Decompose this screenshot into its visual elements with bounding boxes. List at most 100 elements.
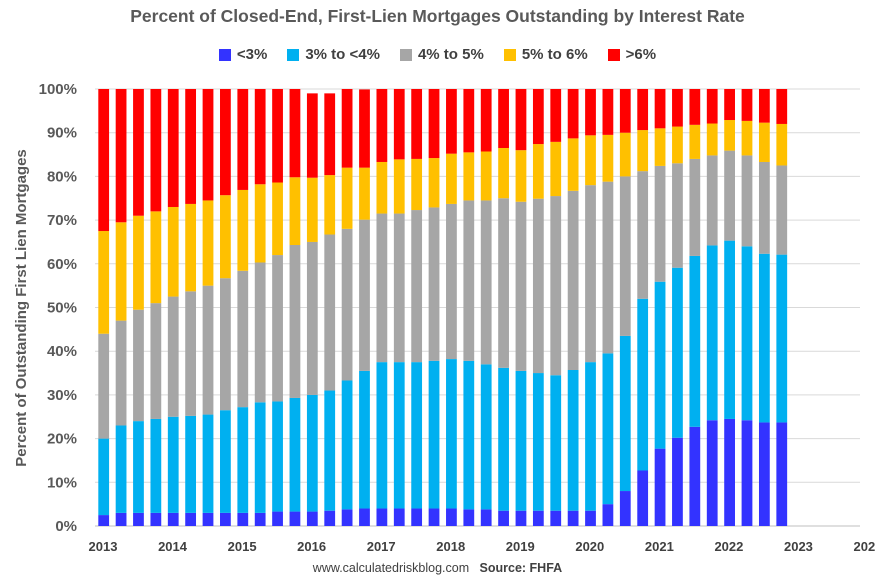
- bar-segment-1: [654, 281, 666, 449]
- bar-segment-2: [341, 228, 353, 381]
- bar-segment-3: [776, 123, 788, 166]
- bar-segment-3: [115, 222, 127, 321]
- bar-segment-0: [411, 508, 423, 526]
- bar-segment-3: [133, 215, 144, 310]
- bar-segment-2: [306, 241, 318, 395]
- bar-segment-2: [654, 165, 666, 282]
- bar-segment-2: [254, 262, 266, 403]
- bar-segment-2: [324, 234, 336, 391]
- bar-segment-2: [359, 219, 370, 371]
- bar-segment-3: [98, 231, 110, 334]
- bar-segment-1: [254, 402, 266, 513]
- bar-segment-3: [237, 189, 249, 271]
- legend-swatch: [218, 48, 231, 61]
- bar-segment-3: [202, 200, 214, 286]
- bar-segment-4: [654, 89, 666, 129]
- bar-segment-0: [619, 491, 631, 526]
- bar-segment-0: [585, 510, 596, 526]
- bar-segment-4: [393, 89, 405, 160]
- bar-segment-1: [585, 362, 596, 511]
- bar-segment-3: [672, 126, 683, 164]
- bar-segment-2: [585, 185, 596, 363]
- bar-segment-4: [724, 89, 735, 121]
- bar-segment-2: [428, 207, 440, 361]
- bar-segment-2: [376, 213, 388, 363]
- legend-item-1: 3% to <4%: [287, 46, 380, 63]
- bar-segment-4: [758, 89, 770, 123]
- bar-segment-2: [446, 203, 457, 360]
- bar-segment-2: [480, 200, 492, 365]
- y-tick-label: 30%: [47, 387, 77, 404]
- bar-segment-0: [306, 511, 318, 526]
- bar-segment-4: [150, 89, 162, 212]
- y-tick-label: 10%: [47, 474, 77, 491]
- bar-segment-2: [637, 171, 649, 299]
- bar-segment-0: [272, 511, 283, 526]
- bar-segment-2: [550, 196, 562, 376]
- bar-segment-0: [98, 515, 110, 526]
- bar-segment-4: [272, 89, 283, 183]
- bar-segment-0: [602, 504, 614, 526]
- legend-swatch: [287, 48, 300, 61]
- bar-segment-2: [463, 200, 475, 361]
- bar-segment-1: [167, 416, 179, 513]
- footer: www.calculatedriskblog.com Source: FHFA: [0, 561, 875, 575]
- bar-segment-1: [637, 298, 649, 471]
- bar-segment-0: [376, 508, 388, 526]
- bar-segment-1: [706, 245, 718, 421]
- bar-segment-1: [672, 267, 683, 438]
- bar-segment-0: [428, 508, 440, 526]
- bar-segment-0: [689, 426, 701, 526]
- bar-segment-0: [741, 420, 753, 526]
- bar-segment-0: [150, 512, 162, 526]
- legend-item-4: >6%: [607, 46, 657, 63]
- bar-segment-2: [532, 198, 544, 374]
- x-tick-label: 2024: [854, 539, 875, 554]
- bar-segment-2: [393, 213, 405, 363]
- bar-segment-4: [167, 89, 179, 207]
- bars: [98, 89, 788, 526]
- bar-segment-3: [654, 128, 666, 166]
- bar-segment-1: [498, 367, 509, 511]
- bar-segment-2: [202, 285, 214, 415]
- bar-segment-3: [411, 158, 423, 211]
- bar-segment-3: [706, 123, 718, 156]
- bar-segment-3: [689, 124, 701, 159]
- legend-swatch: [607, 48, 620, 61]
- bar-segment-4: [689, 89, 701, 125]
- bar-segment-0: [637, 470, 649, 526]
- bar-segment-0: [167, 512, 179, 526]
- bar-segment-1: [689, 255, 701, 427]
- bar-segment-3: [567, 138, 579, 191]
- legend-label: <3%: [236, 46, 268, 63]
- bar-segment-1: [411, 362, 423, 509]
- bar-segment-2: [741, 155, 753, 247]
- bar-segment-2: [220, 278, 231, 411]
- bar-segment-4: [133, 89, 144, 216]
- bar-segment-4: [341, 89, 353, 168]
- bar-segment-0: [672, 437, 683, 526]
- bar-segment-2: [115, 320, 127, 426]
- x-tick-label: 2019: [506, 539, 535, 554]
- bar-segment-1: [758, 253, 770, 423]
- legend-label: >6%: [625, 46, 657, 63]
- bar-segment-4: [602, 89, 614, 135]
- bar-segment-0: [185, 512, 197, 526]
- bar-segment-2: [185, 291, 197, 416]
- bar-segment-0: [359, 508, 370, 526]
- bar-segment-2: [237, 270, 249, 408]
- bar-segment-3: [341, 167, 353, 229]
- bar-segment-0: [463, 509, 475, 526]
- y-axis-label: Percent of Outstanding First Lien Mortga…: [13, 149, 30, 467]
- bar-segment-3: [480, 151, 492, 201]
- bar-segment-0: [254, 512, 266, 526]
- bar-segment-4: [289, 89, 301, 178]
- bar-segment-3: [724, 120, 735, 151]
- footer-site[interactable]: www.calculatedriskblog.com: [312, 561, 470, 575]
- bar-segment-4: [359, 89, 370, 168]
- bar-segment-2: [776, 165, 788, 255]
- y-tick-label: 100%: [39, 81, 77, 98]
- bar-segment-2: [706, 155, 718, 246]
- bar-segment-0: [341, 509, 353, 526]
